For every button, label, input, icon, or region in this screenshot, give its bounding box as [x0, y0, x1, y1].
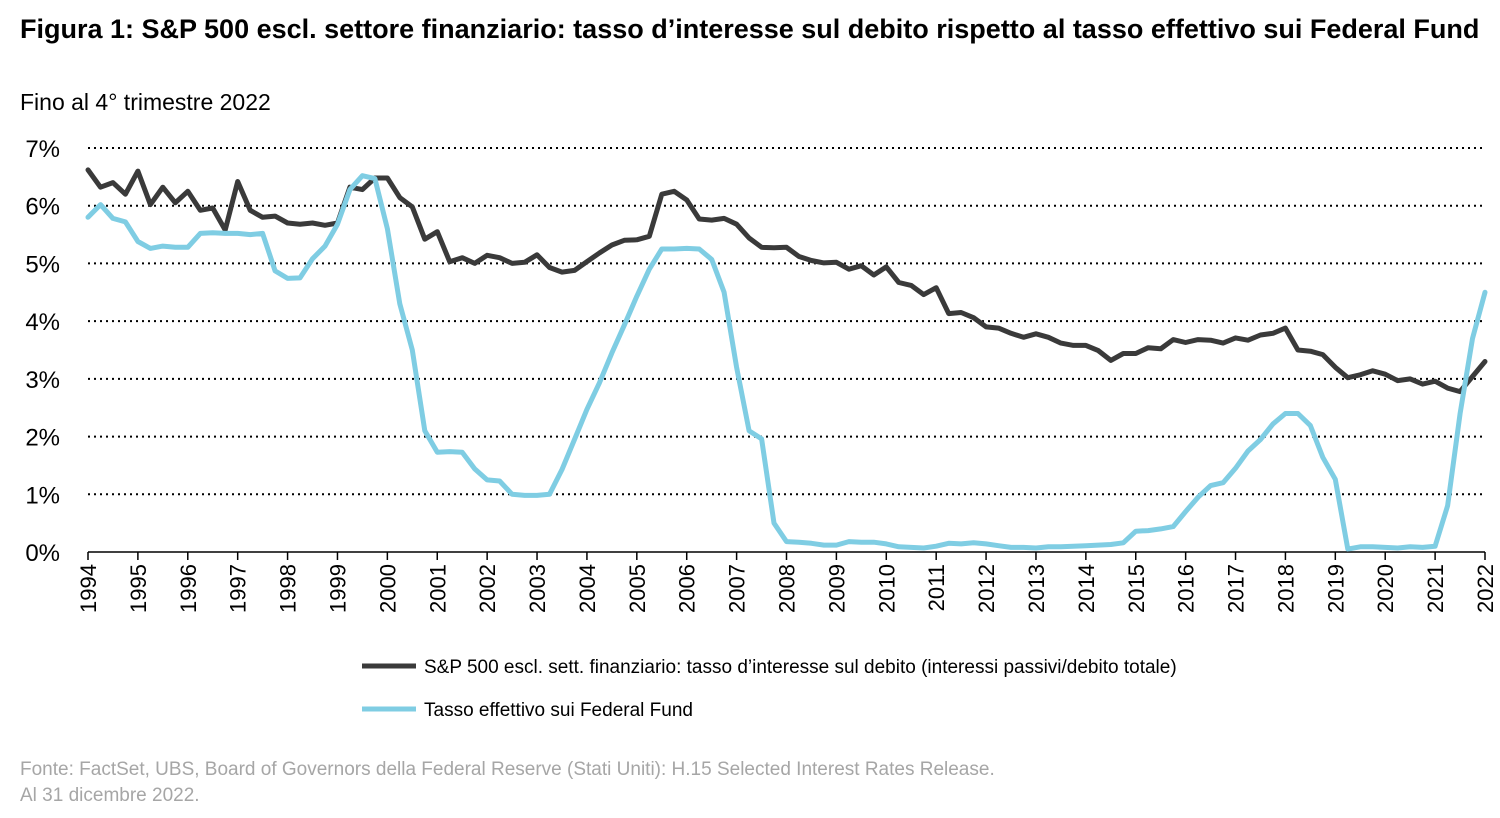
x-tick-label: 2004	[575, 564, 600, 613]
x-tick-label: 2006	[675, 564, 700, 613]
x-tick-label: 2010	[874, 564, 899, 613]
x-tick-label: 2012	[974, 564, 999, 613]
legend: S&P 500 escl. sett. finanziario: tasso d…	[362, 657, 1177, 721]
x-tick-label: 2016	[1174, 564, 1199, 613]
x-tick-label: 1999	[325, 564, 350, 613]
x-tick-label: 2001	[425, 564, 450, 613]
x-tick-label: 1998	[276, 564, 301, 613]
x-tick-label: 2014	[1074, 564, 1099, 613]
source-note: Fonte: FactSet, UBS, Board of Governors …	[20, 757, 995, 809]
y-tick-label: 6%	[25, 194, 60, 221]
y-tick-label: 7%	[25, 136, 60, 163]
y-axis-ticks: 0% 1% 2% 3% 4% 5% 6% 7%	[25, 136, 60, 567]
x-tick-label: 1996	[176, 564, 201, 613]
x-tick-label: 1997	[226, 564, 251, 613]
x-tick-label: 2011	[924, 564, 949, 611]
x-tick-label: 2007	[725, 564, 750, 613]
y-tick-label: 2%	[25, 425, 60, 452]
chart-title: Figura 1: S&P 500 escl. settore finanzia…	[20, 14, 1480, 44]
x-tick-label: 1994	[76, 564, 101, 613]
series-fed-funds-rate-line	[85, 173, 1488, 552]
gridlines	[88, 147, 1485, 553]
y-tick-label: 3%	[25, 367, 60, 394]
x-tick-label: 2018	[1273, 564, 1298, 613]
x-tick-label: 2020	[1373, 564, 1398, 613]
x-tick-label: 2002	[475, 564, 500, 613]
x-tick-label: 1995	[126, 564, 151, 613]
x-axis-ticks: 1994 1995 1996 1997 1998 1999 2000 2001 2002 2003…	[76, 552, 1498, 613]
x-tick-label: 2003	[525, 564, 550, 613]
series-debt-interest-rate-line	[85, 167, 1488, 395]
x-tick-label: 2009	[824, 564, 849, 613]
series-lines	[85, 167, 1488, 552]
y-tick-label: 0%	[25, 540, 60, 567]
as-of-date: Al 31 dicembre 2022.	[20, 785, 200, 806]
x-tick-label: 2017	[1224, 564, 1249, 613]
x-tick-label: 2000	[375, 564, 400, 613]
y-tick-label: 1%	[25, 482, 60, 509]
x-tick-label: 2008	[775, 564, 800, 613]
legend-label: Tasso effettivo sui Federal Fund	[424, 700, 693, 721]
x-tick-label: 2005	[625, 564, 650, 613]
chart-subtitle: Fino al 4° trimestre 2022	[20, 89, 271, 115]
y-tick-label: 5%	[25, 251, 60, 278]
x-tick-label: 2013	[1024, 564, 1049, 613]
y-tick-label: 4%	[25, 309, 60, 336]
x-tick-label: 2021	[1423, 564, 1448, 613]
source-text: Fonte: FactSet, UBS, Board of Governors …	[20, 759, 995, 780]
x-tick-label: 2015	[1124, 564, 1149, 613]
x-tick-label: 2019	[1323, 564, 1348, 613]
x-tick-label: 2022	[1473, 564, 1498, 613]
legend-label: S&P 500 escl. sett. finanziario: tasso d…	[424, 657, 1177, 678]
